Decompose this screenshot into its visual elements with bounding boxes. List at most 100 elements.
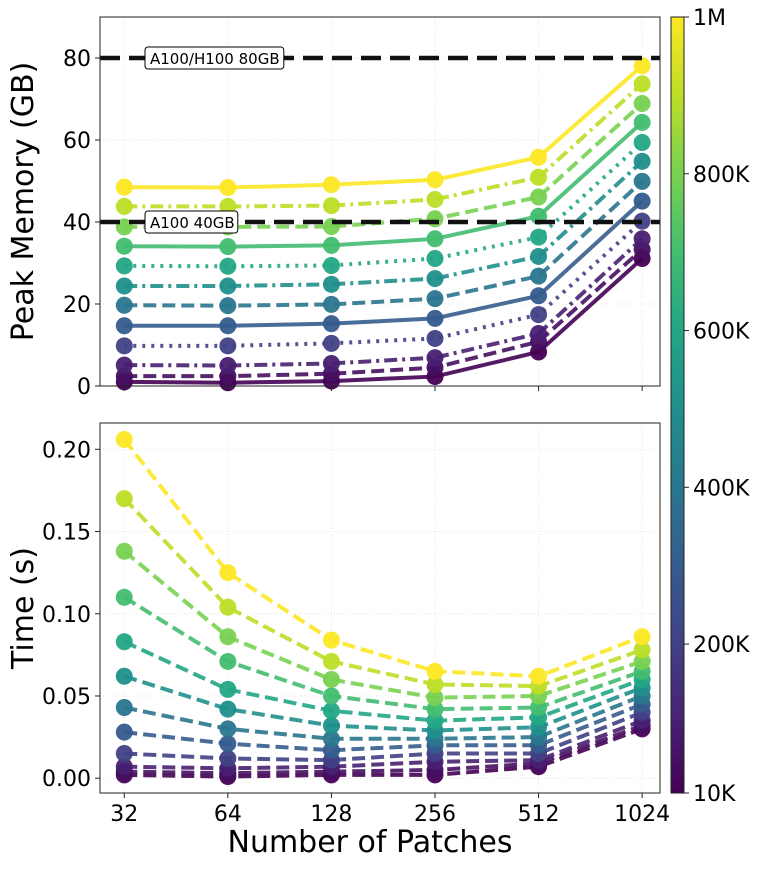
data-point xyxy=(633,192,651,210)
data-point xyxy=(219,277,237,295)
series-line xyxy=(124,723,643,776)
series-600000 xyxy=(115,633,651,730)
data-point xyxy=(633,628,651,646)
data-point xyxy=(219,357,237,374)
series-line xyxy=(124,102,644,229)
x-axis-label: Number of Patches xyxy=(228,825,513,860)
data-point xyxy=(115,277,133,295)
data-point xyxy=(322,295,340,313)
colorbar: 10K 200K 400K 600K 800K 1M xyxy=(670,6,750,807)
series-line xyxy=(124,726,643,779)
axes-frame xyxy=(99,16,661,387)
data-point xyxy=(115,197,133,215)
data-point xyxy=(115,745,133,763)
data-point xyxy=(633,57,651,75)
series-line xyxy=(124,702,643,753)
data-point xyxy=(322,702,340,720)
series-line xyxy=(124,82,644,209)
data-point xyxy=(115,237,133,255)
reference-label: A100/H100 80GB xyxy=(150,50,280,68)
data-point xyxy=(219,680,237,698)
data-point xyxy=(426,270,444,288)
reference-label-box xyxy=(144,46,285,70)
data-point xyxy=(115,178,133,196)
data-point xyxy=(115,758,133,776)
data-point xyxy=(322,236,340,254)
data-point xyxy=(219,179,237,197)
data-point xyxy=(322,671,340,689)
series-600000 xyxy=(115,133,651,275)
data-point xyxy=(322,354,340,372)
data-point xyxy=(426,329,444,347)
series-200000 xyxy=(115,212,651,355)
y-tick-label: 0 xyxy=(77,375,91,400)
series-1000000 xyxy=(115,430,651,685)
colorbar-tick-label: 200K xyxy=(693,633,750,658)
data-point xyxy=(115,218,133,236)
data-point xyxy=(530,306,548,324)
data-point xyxy=(426,230,444,248)
memory-panel: A100/H100 80GB A100 40GB 0 20 40 60 80 Peak Mem… xyxy=(6,16,661,400)
series-line xyxy=(123,595,643,712)
data-point xyxy=(219,749,237,767)
data-point xyxy=(633,172,651,190)
series-100000 xyxy=(115,230,651,374)
data-point xyxy=(530,247,548,265)
data-point xyxy=(115,698,133,716)
colorbar-tick-label: 600K xyxy=(693,320,750,345)
series-line xyxy=(124,257,644,385)
data-point xyxy=(426,210,444,228)
colorbar-gradient xyxy=(670,16,685,794)
series-line xyxy=(124,710,643,763)
series-line xyxy=(124,237,644,368)
x-tick-label: 256 xyxy=(414,802,456,827)
data-point xyxy=(219,337,237,355)
data-point xyxy=(426,675,444,693)
data-point xyxy=(115,542,133,560)
series-400000 xyxy=(115,172,651,315)
data-point xyxy=(219,297,237,315)
time-panel: 0.00 0.05 0.10 0.15 0.20 32 64 128 256 512 1024 Tim… xyxy=(6,422,670,860)
y-tick-label: 0.00 xyxy=(42,767,91,792)
x-tick-label: 512 xyxy=(518,802,560,827)
data-point xyxy=(115,296,133,314)
series-100000 xyxy=(115,712,651,777)
data-point xyxy=(322,730,340,748)
y-axis-label: Time (s) xyxy=(6,547,41,670)
series-1000000 xyxy=(115,57,651,197)
series-line xyxy=(124,247,644,379)
series-500000 xyxy=(115,667,651,740)
data-point xyxy=(115,257,133,275)
data-point xyxy=(322,315,340,333)
y-axis-label: Peak Memory (GB) xyxy=(6,62,41,342)
data-point xyxy=(115,337,133,355)
data-point xyxy=(633,230,651,248)
colorbar-tick-label: 1M xyxy=(693,6,726,31)
axes-frame xyxy=(99,422,661,794)
x-tick-label: 64 xyxy=(214,802,242,827)
data-point xyxy=(115,430,133,448)
data-point xyxy=(115,317,133,335)
data-point xyxy=(219,257,237,275)
data-point xyxy=(426,290,444,308)
series-line xyxy=(124,199,644,328)
colorbar-tick-label: 800K xyxy=(693,163,750,188)
data-point xyxy=(633,152,651,170)
series-line xyxy=(123,674,643,733)
series-line xyxy=(122,438,643,679)
data-point xyxy=(219,720,237,738)
data-point xyxy=(219,564,237,582)
data-point xyxy=(219,700,237,718)
y-tick-label: 0.15 xyxy=(42,521,91,546)
data-point xyxy=(322,275,340,293)
data-point xyxy=(530,228,548,246)
series-50000 xyxy=(115,240,651,385)
colorbar-tick-label: 10K xyxy=(693,782,736,807)
series-line xyxy=(124,159,644,288)
colorbar-tick-label: 400K xyxy=(693,476,750,501)
y-tick-label: 60 xyxy=(63,129,91,154)
data-point xyxy=(219,238,237,256)
series-line xyxy=(124,179,644,308)
series-800000 xyxy=(115,542,651,707)
